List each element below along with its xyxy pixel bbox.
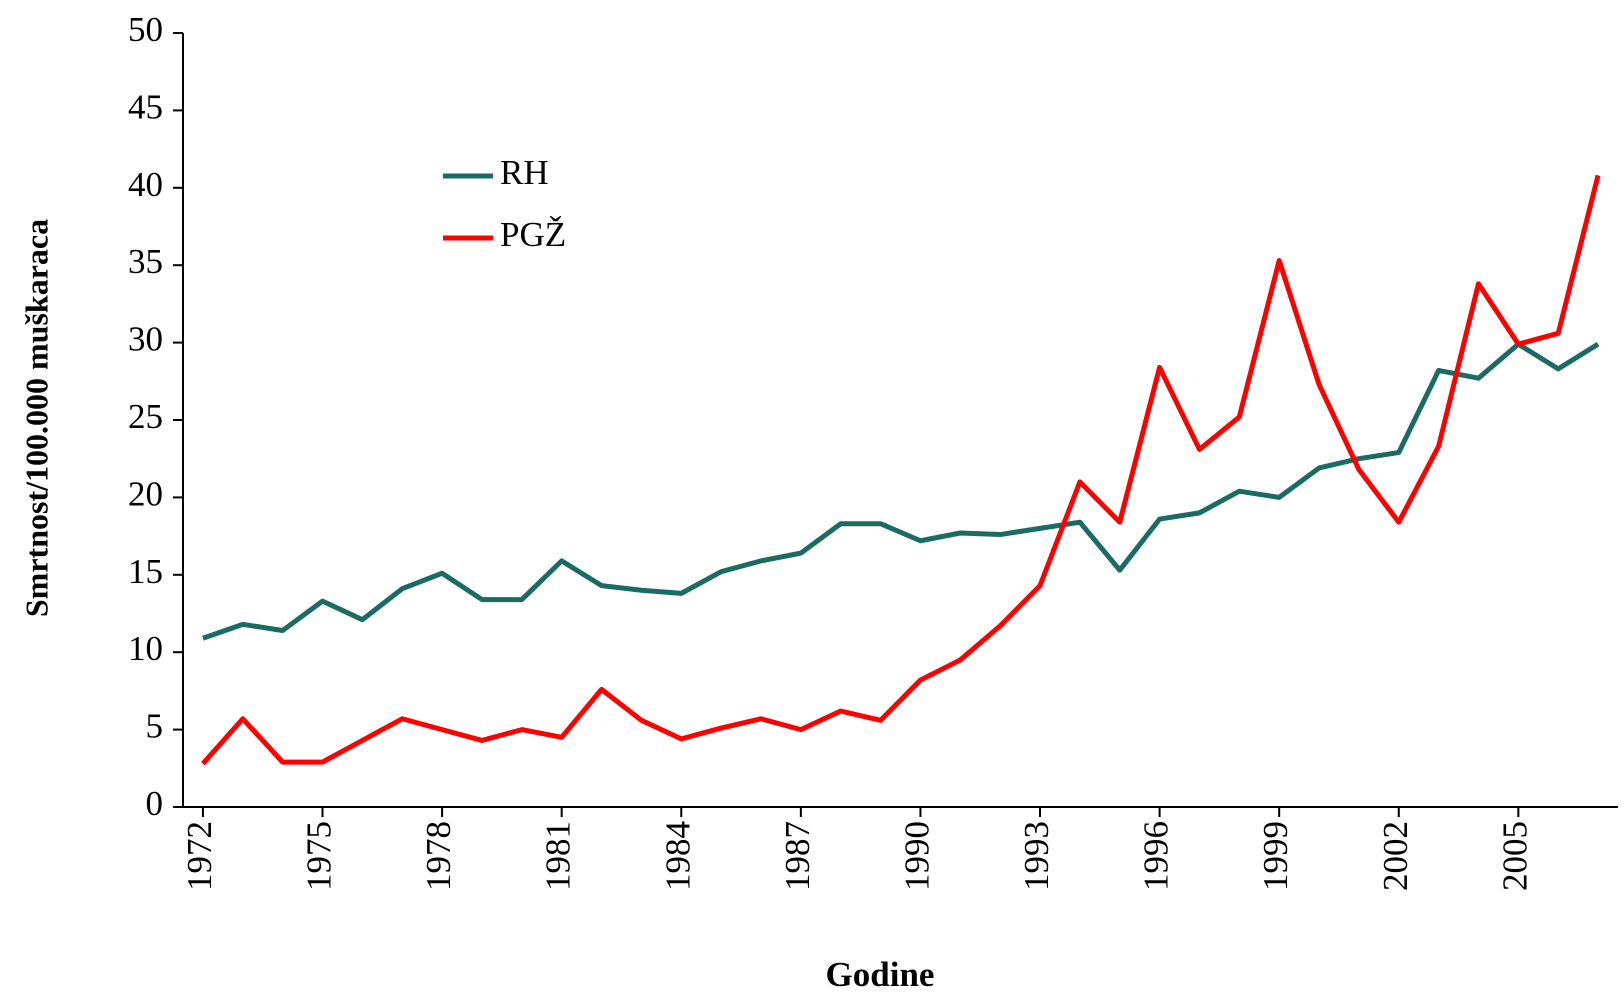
legend-label: RH xyxy=(500,153,549,192)
legend-label: PGŽ xyxy=(500,215,566,254)
x-tick-label: 1996 xyxy=(1137,821,1176,891)
x-tick-label: 1984 xyxy=(658,821,697,891)
y-tick-label: 20 xyxy=(128,474,163,513)
y-tick-label: 50 xyxy=(128,10,163,49)
x-tick-label: 1987 xyxy=(778,821,817,891)
x-tick-label: 1978 xyxy=(419,821,458,891)
x-tick-label: 1999 xyxy=(1256,821,1295,891)
y-tick-label: 30 xyxy=(128,320,163,359)
x-tick-label: 2002 xyxy=(1376,821,1415,891)
y-tick-label: 25 xyxy=(128,397,163,436)
y-tick-label: 15 xyxy=(128,552,163,591)
y-tick-label: 5 xyxy=(146,707,164,746)
y-tick-label: 40 xyxy=(128,165,163,204)
y-tick-label: 45 xyxy=(128,87,163,126)
y-axis-label: Smrtnost/100.000 muškaraca xyxy=(18,219,54,617)
x-tick-label: 2005 xyxy=(1495,821,1534,891)
x-tick-label: 1990 xyxy=(897,821,936,891)
y-tick-label: 35 xyxy=(128,242,163,281)
x-tick-label: 1975 xyxy=(300,821,339,891)
x-tick-label: 1993 xyxy=(1017,821,1056,891)
y-tick-label: 10 xyxy=(128,629,163,668)
x-tick-label: 1981 xyxy=(539,821,578,891)
x-tick-label: 1972 xyxy=(180,821,219,891)
data-line xyxy=(202,341,1600,641)
y-tick-label: 0 xyxy=(146,784,164,823)
x-axis-label: Godine xyxy=(826,955,935,994)
data-line xyxy=(201,174,1601,766)
